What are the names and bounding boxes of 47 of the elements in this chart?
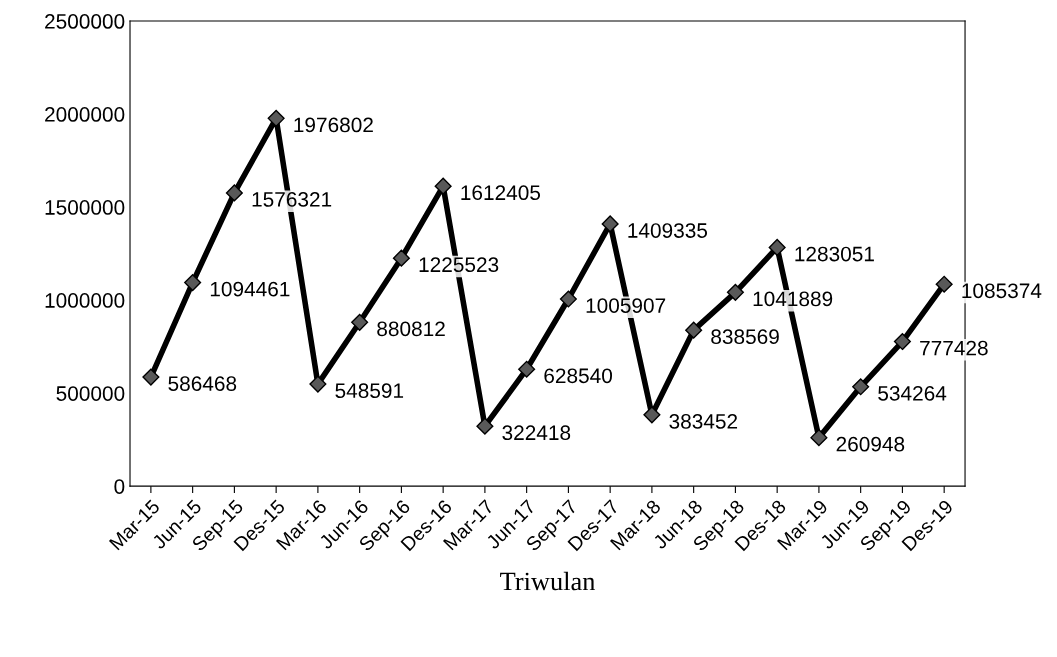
point — [476, 417, 494, 435]
data-label: 1225523 — [419, 257, 499, 273]
data-label: 548591 — [335, 383, 404, 399]
point — [893, 332, 911, 351]
data-label: 777428 — [920, 340, 988, 356]
point — [518, 360, 536, 378]
data-label: 586468 — [168, 376, 237, 391]
point — [810, 429, 828, 447]
point — [184, 273, 202, 292]
point — [726, 283, 744, 301]
point — [935, 275, 953, 293]
point — [142, 368, 160, 386]
point — [559, 290, 577, 308]
data-label: 1576321 — [252, 192, 332, 207]
data-label: 383452 — [669, 414, 738, 429]
point — [685, 321, 703, 339]
data-label: 322418 — [502, 425, 571, 441]
point — [434, 177, 452, 195]
y-tick-label: 0 — [114, 479, 125, 494]
y-tick-label: 1000000 — [45, 293, 125, 308]
data-label: 1005907 — [586, 298, 666, 313]
point — [351, 313, 369, 331]
point — [643, 406, 661, 424]
data-label: 1094461 — [210, 281, 290, 297]
point — [601, 215, 619, 233]
data-label: 1283051 — [795, 246, 874, 262]
data-label: 1612405 — [461, 185, 541, 201]
data-label: 1041889 — [753, 291, 833, 307]
point — [768, 238, 786, 257]
y-tick-label: 2500000 — [45, 14, 125, 29]
x-axis-title: Triwulan — [500, 571, 596, 591]
point — [309, 375, 327, 393]
point — [267, 109, 285, 127]
point — [852, 378, 870, 396]
data-label: 628540 — [544, 368, 613, 384]
data-label: 1085374 — [962, 283, 1042, 299]
data-label: 838569 — [711, 329, 779, 345]
point — [392, 249, 410, 267]
y-tick-label: 2000000 — [45, 107, 125, 122]
point — [225, 184, 243, 202]
data-label: 260948 — [836, 436, 905, 452]
y-tick-label: 500000 — [56, 386, 125, 401]
data-label: 1976802 — [294, 117, 373, 133]
data-label: 880812 — [377, 321, 445, 337]
y-tick-label: 1500000 — [45, 200, 125, 215]
data-label: 534264 — [878, 385, 947, 401]
data-label: 1409335 — [628, 223, 708, 238]
